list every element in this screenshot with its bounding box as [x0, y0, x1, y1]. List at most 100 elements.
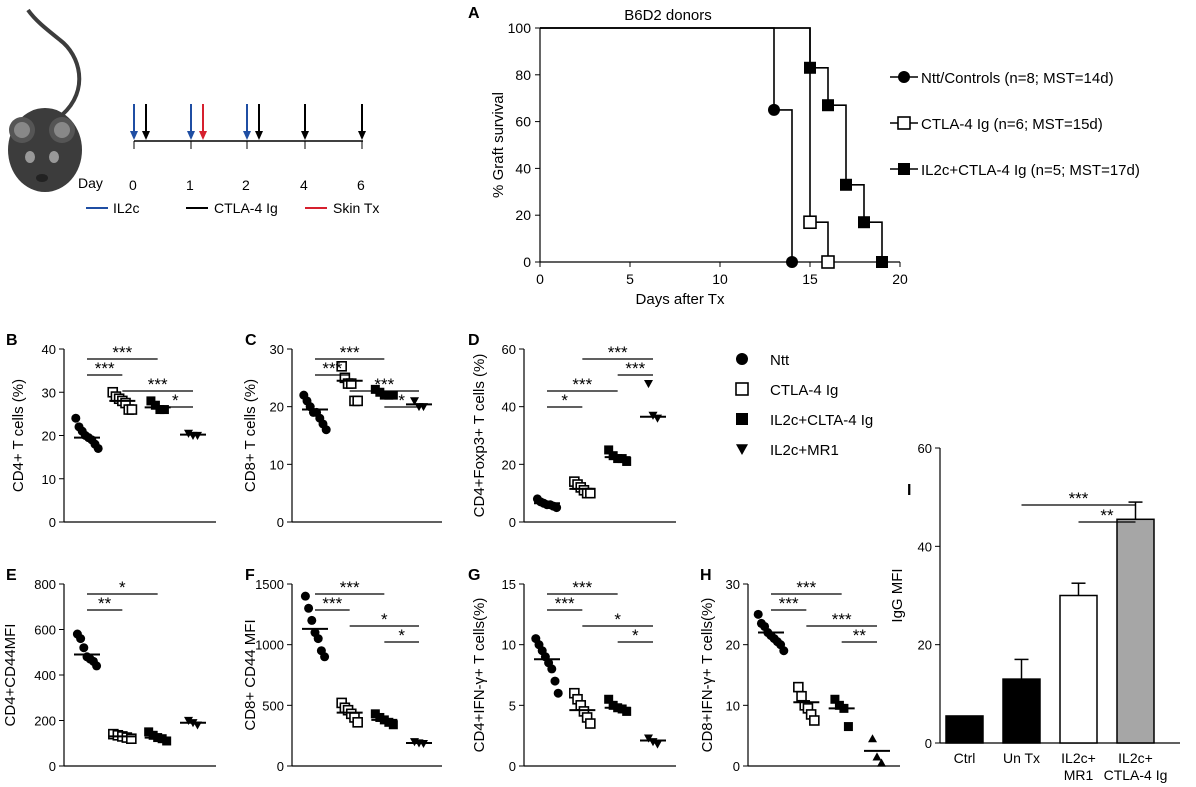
- y-axis-label: CD4+Foxp3+ T cells (%): [471, 354, 488, 518]
- y-tick-label: 40: [515, 160, 531, 176]
- data-point: [868, 734, 877, 743]
- legend-label-il2c: IL2c: [113, 200, 139, 216]
- data-point: [804, 61, 816, 74]
- category-label: IL2c+ MR1: [1061, 750, 1096, 783]
- legend-label: IL2c+CTLA-4 Ig (n=5; MST=17d): [921, 162, 1140, 179]
- y-tick-label: 0: [509, 515, 516, 530]
- data-point: [830, 694, 840, 704]
- legend-label-skin-tx: Skin Tx: [333, 200, 379, 216]
- data-point: [644, 734, 653, 743]
- significance-label: *: [172, 391, 179, 410]
- significance-label: ***: [340, 578, 360, 597]
- data-point: [809, 715, 820, 726]
- schedule-arrowhead-skin: [199, 131, 207, 140]
- schedule-tick-label: 1: [186, 177, 194, 193]
- significance-label: **: [1100, 506, 1114, 525]
- significance-label: ***: [625, 359, 645, 378]
- data-point: [388, 390, 398, 400]
- y-tick-label: 30: [270, 342, 284, 357]
- schedule-arrowhead-il2c: [243, 131, 251, 140]
- data-point: [622, 456, 632, 466]
- data-point: [550, 676, 560, 686]
- significance-label: ***: [95, 359, 115, 378]
- schedule-arrowhead-il2c: [187, 131, 195, 140]
- y-tick-label: 0: [509, 759, 516, 774]
- data-point: [644, 380, 653, 389]
- data-point: [858, 216, 870, 229]
- significance-label: ***: [572, 578, 592, 597]
- y-axis-label: % Graft survival: [490, 92, 507, 198]
- y-tick-label: 400: [34, 668, 56, 683]
- x-tick-label: 5: [626, 271, 634, 287]
- bar: [1059, 594, 1098, 744]
- legend-marker: [898, 163, 910, 175]
- y-axis-label: CD8+ CD44 MFI: [242, 619, 259, 730]
- legend-marker: [736, 353, 748, 365]
- significance-label: *: [614, 610, 621, 629]
- y-tick-label: 0: [733, 759, 740, 774]
- y-tick-label: 0: [925, 736, 932, 751]
- mouse-tail: [26, 8, 82, 117]
- data-point: [126, 404, 138, 415]
- bar: [1116, 518, 1155, 744]
- data-point: [92, 661, 102, 671]
- data-point: [313, 634, 323, 644]
- y-tick-label: 10: [502, 638, 516, 653]
- treatment-schedule: Day 0 1 2 4 6 IL2c CTLA-4 Ig Skin Tx: [78, 104, 379, 216]
- category-label: IL2c+ CTLA-4 Ig: [1104, 750, 1168, 783]
- y-tick-label: 30: [726, 577, 740, 592]
- significance-label: ***: [374, 375, 394, 394]
- y-axis-label: CD8+ T cells (%): [242, 379, 259, 492]
- y-tick-label: 20: [270, 400, 284, 415]
- category-label-line: IL2c+: [1118, 750, 1153, 766]
- data-point: [320, 652, 330, 662]
- y-tick-label: 20: [918, 638, 932, 653]
- significance-label: ***: [1069, 489, 1089, 508]
- schedule-tick-label: 2: [242, 177, 250, 193]
- y-tick-label: 600: [34, 623, 56, 638]
- y-tick-label: 100: [508, 20, 532, 36]
- schedule-arrowhead-ctla4: [358, 131, 366, 140]
- y-tick-label: 60: [502, 342, 516, 357]
- data-point: [876, 256, 888, 268]
- legend-label: Ntt: [770, 352, 790, 369]
- y-tick-label: 0: [49, 759, 56, 774]
- x-tick-label: 15: [802, 271, 818, 287]
- y-tick-label: 80: [515, 67, 531, 83]
- panel-label: H: [700, 567, 712, 584]
- data-point: [552, 503, 562, 513]
- data-point: [585, 487, 596, 499]
- panel-label: D: [468, 332, 480, 349]
- category-label-line: MR1: [1064, 767, 1094, 783]
- schedule-arrowhead-ctla4: [301, 131, 309, 140]
- category-label: Ctrl: [954, 750, 976, 766]
- schedule-arrowhead-ctla4: [255, 131, 263, 140]
- mouse-nose: [36, 174, 48, 182]
- chart-title: B6D2 donors: [624, 7, 712, 24]
- y-tick-label: 1500: [255, 577, 284, 592]
- schedule-tick-label: 6: [357, 177, 365, 193]
- data-point: [877, 758, 886, 767]
- schedule-arrowhead-ctla4: [142, 131, 150, 140]
- y-tick-label: 60: [918, 441, 932, 456]
- data-point: [793, 681, 804, 693]
- panel-label: C: [245, 332, 257, 349]
- y-axis-label: CD4+CD44MFI: [2, 624, 19, 727]
- mouse-eye-right: [49, 151, 59, 163]
- data-point: [585, 718, 596, 729]
- y-tick-label: 40: [918, 539, 932, 554]
- y-axis-label: CD4+IFN-γ+ T cells(%): [471, 598, 488, 753]
- significance-label: **: [98, 594, 112, 613]
- significance-label: *: [561, 391, 568, 410]
- y-tick-label: 30: [42, 385, 56, 400]
- data-point: [76, 634, 86, 644]
- data-point: [79, 643, 89, 653]
- significance-label: **: [853, 626, 867, 645]
- bar: [945, 715, 984, 744]
- significance-label: ***: [340, 343, 360, 362]
